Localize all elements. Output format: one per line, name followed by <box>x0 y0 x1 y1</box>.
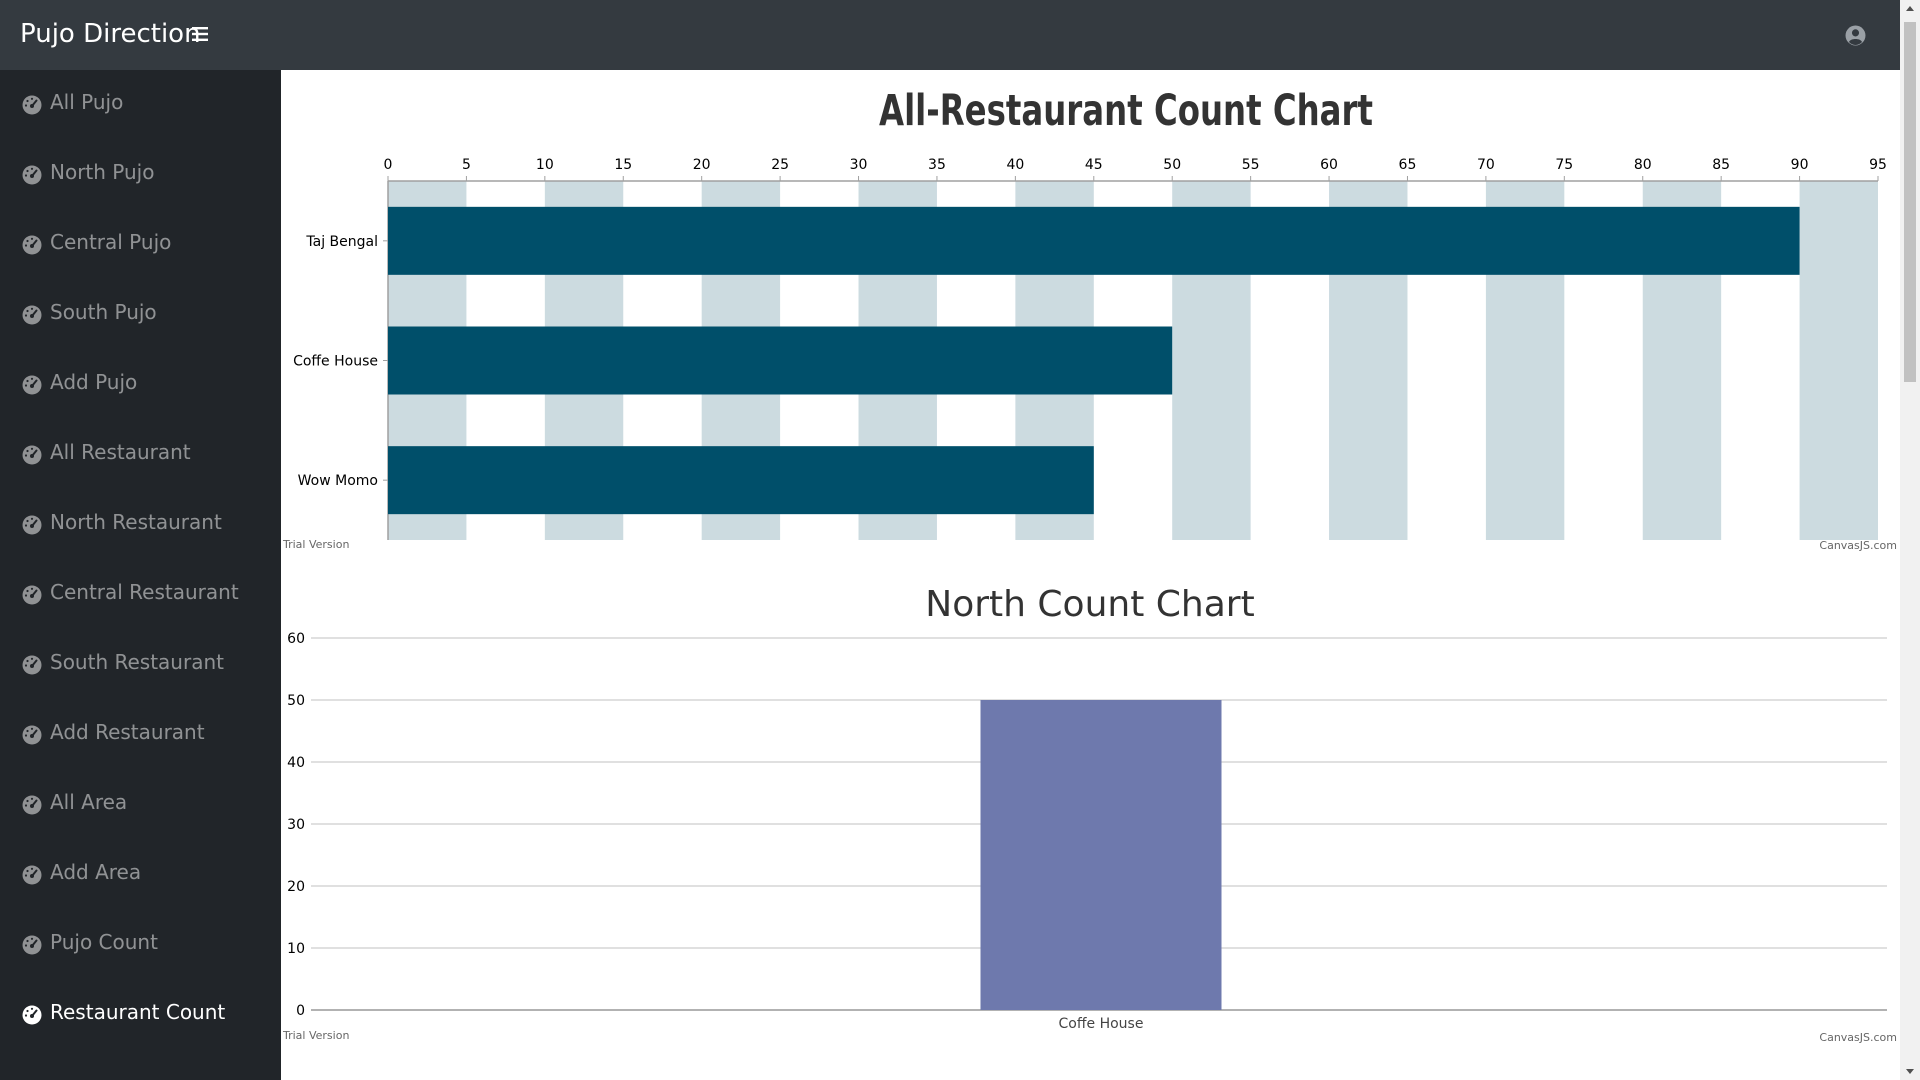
tachometer-icon <box>22 235 42 255</box>
bar[interactable] <box>388 206 1800 275</box>
x-tick-label: 45 <box>1085 157 1103 173</box>
sidebar-item-add-restaurant[interactable]: Add Restaurant <box>0 706 281 762</box>
y-tick-label: 20 <box>287 879 305 895</box>
sidebar-item-label: Add Area <box>50 860 142 884</box>
tachometer-icon <box>22 165 42 185</box>
sidebar-item-label: All Restaurant <box>50 440 191 464</box>
x-tick-label: 75 <box>1555 157 1573 173</box>
sidebar-item-label: Central Pujo <box>50 230 172 254</box>
sidebar-item-pujo-count[interactable]: Pujo Count <box>0 916 281 972</box>
tachometer-icon <box>22 305 42 325</box>
tachometer-icon <box>22 95 42 115</box>
sidebar-item-label: Pujo Count <box>50 930 158 954</box>
x-tick-label: 25 <box>771 157 789 173</box>
tachometer-icon <box>22 935 42 955</box>
y-tick-label: Wow Momo <box>298 473 378 489</box>
sidebar-item-central-pujo[interactable]: Central Pujo <box>0 216 281 272</box>
chart-title: All-Restaurant Count Chart <box>879 86 1373 135</box>
page-scrollbar[interactable] <box>1900 0 1920 1080</box>
tachometer-icon <box>22 795 42 815</box>
x-tick-label: 65 <box>1399 157 1417 173</box>
hamburger-icon[interactable] <box>191 24 211 44</box>
sidebar-item-add-pujo[interactable]: Add Pujo <box>0 356 281 412</box>
brand-title[interactable]: Pujo Direction <box>20 19 201 49</box>
sidebar: All Pujo North Pujo Central Pujo South Pujo… <box>0 70 281 1080</box>
scrollbar-thumb[interactable] <box>1904 22 1916 382</box>
sidebar-item-label: All Area <box>50 790 128 814</box>
sidebar-item-restaurant-count[interactable]: Restaurant Count <box>0 986 281 1042</box>
all-restaurant-count-chart: All-Restaurant Count Chart 0 5 10 15 20 25 30 35… <box>281 75 1900 555</box>
y-tick-label: 60 <box>287 631 305 647</box>
x-tick-label: 30 <box>850 157 868 173</box>
sidebar-item-central-restaurant[interactable]: Central Restaurant <box>0 566 281 622</box>
grid-stripe <box>1799 181 1878 540</box>
sidebar-item-label: Restaurant Count <box>50 1000 226 1024</box>
sidebar-item-label: South Pujo <box>50 300 157 324</box>
scroll-up-arrow-icon[interactable] <box>1900 0 1920 18</box>
bar[interactable] <box>980 700 1222 1010</box>
north-count-chart: North Count Chart 0 10 20 30 40 50 60 Coffe Hous… <box>281 565 1900 1045</box>
y-tick-label: Taj Bengal <box>305 234 378 250</box>
tachometer-icon <box>22 865 42 885</box>
sidebar-item-label: Central Restaurant <box>50 580 239 604</box>
sidebar-item-north-restaurant[interactable]: North Restaurant <box>0 496 281 552</box>
y-tick-label: 0 <box>296 1003 305 1019</box>
x-tick-label: 0 <box>384 157 393 173</box>
sidebar-item-all-restaurant[interactable]: All Restaurant <box>0 426 281 482</box>
chart-canvas: All-Restaurant Count Chart 0 5 10 15 20 25 30 35… <box>282 86 1897 552</box>
canvasjs-credit[interactable]: CanvasJS.com <box>1819 539 1897 552</box>
y-tick-label: 30 <box>287 817 305 833</box>
x-tick-label: 85 <box>1712 157 1730 173</box>
chart-canvas: North Count Chart 0 10 20 30 40 50 60 Coffe Hous… <box>282 584 1897 1044</box>
y-tick-label: 10 <box>287 941 305 957</box>
canvasjs-credit[interactable]: CanvasJS.com <box>1819 1031 1897 1044</box>
tachometer-icon <box>22 375 42 395</box>
tachometer-icon <box>22 725 42 745</box>
sidebar-item-label: North Pujo <box>50 160 155 184</box>
x-tick-label: 90 <box>1791 157 1809 173</box>
sidebar-item-south-pujo[interactable]: South Pujo <box>0 286 281 342</box>
trial-version-watermark: Trial Version <box>282 538 349 551</box>
x-tick-label: 10 <box>536 157 554 173</box>
x-tick-label: 15 <box>614 157 632 173</box>
bar[interactable] <box>388 446 1094 515</box>
tachometer-icon <box>22 655 42 675</box>
x-tick-label: 35 <box>928 157 946 173</box>
tachometer-icon <box>22 445 42 465</box>
x-tick-label: 60 <box>1320 157 1338 173</box>
x-tick-label: 55 <box>1242 157 1260 173</box>
sidebar-item-north-pujo[interactable]: North Pujo <box>0 146 281 202</box>
sidebar-item-south-restaurant[interactable]: South Restaurant <box>0 636 281 692</box>
chart-title: North Count Chart <box>925 584 1254 625</box>
x-tick-label: 40 <box>1006 157 1024 173</box>
x-tick-label: 20 <box>693 157 711 173</box>
tachometer-icon <box>22 1005 42 1025</box>
tachometer-icon <box>22 515 42 535</box>
sidebar-item-all-area[interactable]: All Area <box>0 776 281 832</box>
sidebar-item-label: All Pujo <box>50 90 124 114</box>
trial-version-watermark: Trial Version <box>282 1029 349 1042</box>
bar[interactable] <box>388 326 1173 395</box>
sidebar-item-label: South Restaurant <box>50 650 224 674</box>
scroll-down-arrow-icon[interactable] <box>1900 1062 1920 1080</box>
sidebar-item-label: Add Pujo <box>50 370 138 394</box>
y-tick-label: 40 <box>287 755 305 771</box>
x-tick-label: 95 <box>1869 157 1887 173</box>
y-tick-label: Coffe House <box>293 354 378 370</box>
tachometer-icon <box>22 585 42 605</box>
sidebar-item-label: Add Restaurant <box>50 720 205 744</box>
x-tick-label: 70 <box>1477 157 1495 173</box>
sidebar-item-all-pujo[interactable]: All Pujo <box>0 76 281 132</box>
x-tick-label: 80 <box>1634 157 1652 173</box>
x-tick-label: 5 <box>462 157 471 173</box>
sidebar-item-label: North Restaurant <box>50 510 222 534</box>
top-navbar: Pujo Direction <box>0 0 1900 70</box>
sidebar-item-add-area[interactable]: Add Area <box>0 846 281 902</box>
x-tick-label: 50 <box>1163 157 1181 173</box>
y-tick-label: 50 <box>287 693 305 709</box>
user-circle-icon[interactable] <box>1845 25 1866 46</box>
x-tick-label: Coffe House <box>1059 1016 1144 1032</box>
